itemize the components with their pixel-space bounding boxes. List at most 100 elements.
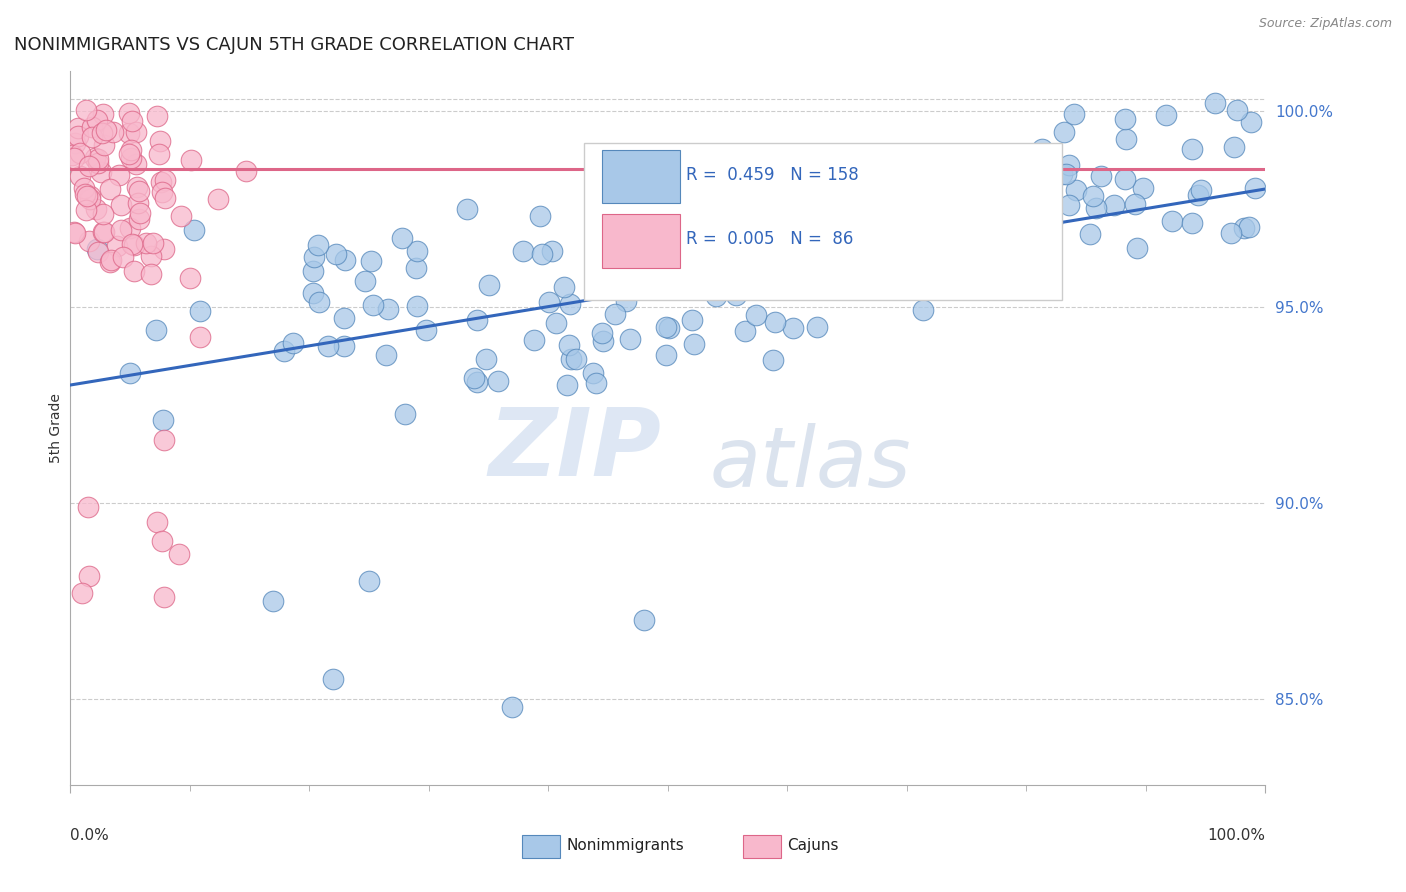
Point: [145, 323, 167, 337]
Point: [474, 351, 496, 366]
Point: [565, 352, 588, 367]
Point: [1115, 131, 1137, 145]
Point: [683, 337, 706, 351]
Point: [1181, 142, 1204, 156]
Point: [110, 223, 132, 237]
Point: [169, 209, 191, 223]
Point: [553, 280, 575, 294]
Point: [125, 156, 148, 170]
Point: [716, 252, 738, 267]
Point: [478, 277, 501, 292]
Point: [669, 254, 692, 268]
Point: [1223, 139, 1246, 153]
Point: [681, 312, 703, 326]
Point: [322, 672, 344, 686]
Point: [1233, 220, 1256, 235]
Point: [603, 307, 626, 321]
Point: [188, 303, 211, 318]
Point: [283, 336, 305, 351]
Point: [689, 175, 711, 189]
Point: [1039, 193, 1062, 207]
Point: [86, 245, 108, 260]
Text: R =  0.005   N =  86: R = 0.005 N = 86: [686, 230, 853, 248]
Point: [101, 125, 124, 139]
Point: [465, 375, 488, 389]
Point: [991, 181, 1014, 195]
Point: [523, 333, 546, 347]
Point: [745, 308, 768, 322]
Point: [111, 250, 134, 264]
Point: [169, 547, 191, 561]
Point: [886, 264, 908, 278]
Point: [150, 533, 173, 548]
Point: [354, 274, 377, 288]
Point: [120, 143, 142, 157]
Point: [332, 311, 354, 326]
Point: [1040, 215, 1063, 229]
Point: [959, 261, 981, 276]
Point: [153, 173, 176, 187]
Point: [1189, 183, 1212, 197]
Point: [456, 202, 478, 217]
Point: [1161, 213, 1184, 227]
Point: [1132, 181, 1154, 195]
Point: [512, 244, 534, 258]
Point: [79, 192, 101, 206]
Point: [654, 349, 676, 363]
Point: [415, 323, 437, 337]
Point: [724, 228, 747, 243]
Point: [796, 245, 818, 260]
Point: [1057, 198, 1080, 212]
Point: [73, 181, 96, 195]
Text: Cajuns: Cajuns: [787, 838, 839, 853]
Point: [537, 294, 560, 309]
Point: [100, 253, 122, 268]
Point: [1219, 227, 1241, 241]
Point: [815, 179, 838, 194]
Point: [139, 249, 162, 263]
Point: [121, 237, 143, 252]
Point: [585, 376, 607, 391]
Point: [125, 179, 148, 194]
Point: [235, 163, 257, 178]
Point: [463, 371, 485, 385]
Point: [911, 302, 934, 317]
Point: [65, 227, 87, 241]
Point: [127, 195, 149, 210]
Point: [105, 239, 128, 253]
Point: [704, 289, 727, 303]
Point: [872, 206, 894, 220]
Point: [486, 374, 509, 388]
Point: [589, 228, 612, 243]
Point: [207, 192, 229, 206]
Point: [974, 254, 997, 268]
Point: [180, 153, 202, 167]
Point: [128, 212, 150, 227]
Point: [942, 254, 965, 268]
FancyBboxPatch shape: [602, 214, 681, 268]
Point: [841, 277, 863, 292]
Point: [79, 189, 101, 203]
Point: [63, 225, 86, 239]
Point: [925, 242, 948, 256]
Point: [124, 264, 146, 278]
Point: [375, 347, 398, 361]
Point: [90, 164, 112, 178]
Point: [1081, 188, 1104, 202]
Point: [325, 247, 347, 261]
Point: [302, 250, 325, 264]
Point: [129, 206, 152, 220]
Point: [465, 312, 488, 326]
Point: [1078, 227, 1101, 242]
FancyBboxPatch shape: [585, 143, 1063, 300]
Point: [1052, 167, 1074, 181]
Point: [153, 433, 176, 447]
Point: [531, 247, 554, 261]
Point: [91, 207, 114, 221]
Point: [308, 295, 330, 310]
Point: [118, 147, 141, 161]
Point: [959, 222, 981, 236]
Point: [149, 135, 172, 149]
Point: [558, 338, 581, 352]
Text: R =  0.459   N = 158: R = 0.459 N = 158: [686, 166, 859, 184]
